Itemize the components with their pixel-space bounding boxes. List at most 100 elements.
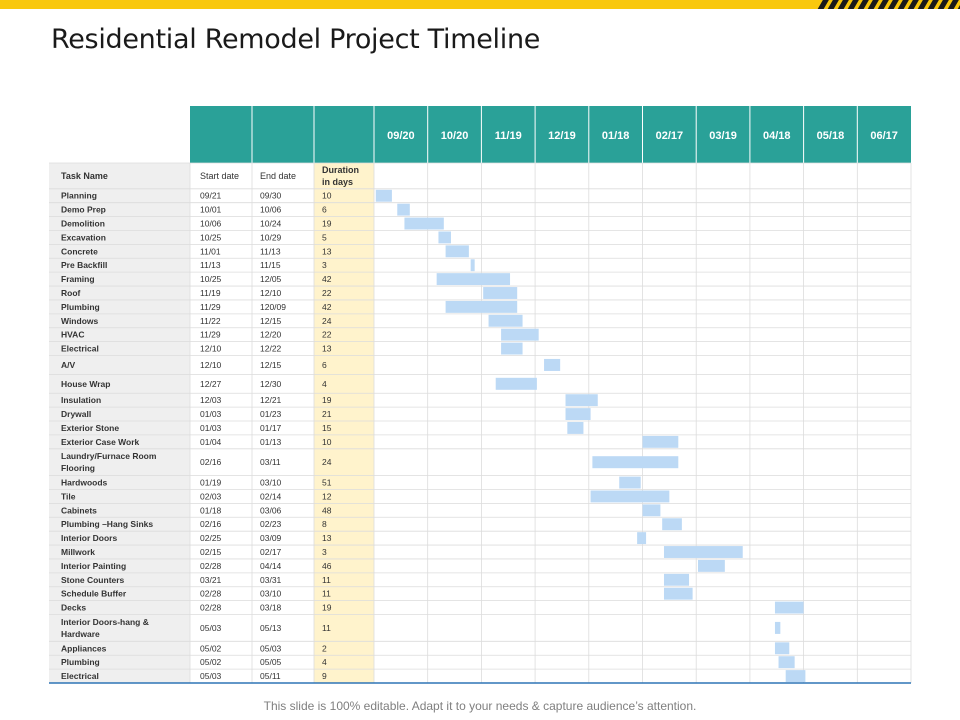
task-start-date: 12/27	[200, 379, 222, 389]
task-start-date: 03/21	[200, 575, 222, 585]
task-duration: 6	[322, 360, 327, 370]
task-start-date: 10/25	[200, 232, 222, 242]
task-duration: 15	[322, 423, 332, 433]
gantt-bar	[445, 300, 518, 313]
task-name: Drywall	[61, 409, 91, 419]
task-name: Roof	[61, 288, 81, 298]
task-start-date: 02/03	[200, 491, 222, 501]
task-end-date: 03/10	[260, 589, 282, 599]
timeline-column-label: 05/18	[817, 130, 845, 142]
task-name: Insulation	[61, 395, 101, 405]
task-start-date: 02/25	[200, 533, 222, 543]
task-end-date: 02/23	[260, 519, 282, 529]
task-duration: 11	[322, 623, 331, 633]
task-duration: 19	[322, 219, 332, 229]
task-name: Demo Prep	[61, 205, 106, 215]
gantt-bar	[663, 573, 690, 586]
task-start-date: 11/19	[200, 288, 221, 298]
gantt-bar	[592, 456, 679, 469]
task-end-date: 03/18	[260, 603, 282, 613]
gantt-bar	[662, 518, 682, 531]
task-name: Excavation	[61, 232, 106, 242]
task-end-date: 12/20	[260, 330, 282, 340]
task-end-date: 09/30	[260, 191, 282, 201]
task-start-date: 11/22	[200, 316, 221, 326]
task-name: House Wrap	[61, 379, 110, 389]
task-duration: 2	[322, 643, 327, 653]
task-end-date: 12/05	[260, 274, 282, 284]
task-name: Exterior Case Work	[61, 437, 140, 447]
footer-note: This slide is 100% editable. Adapt it to…	[263, 699, 697, 713]
task-end-date: 01/13	[260, 437, 282, 447]
gantt-bar	[663, 546, 743, 558]
task-duration: 46	[322, 561, 332, 571]
gantt-bar	[642, 435, 679, 448]
gantt-bar	[488, 314, 523, 327]
gantt-bar	[436, 273, 511, 286]
task-start-date: 10/01	[200, 205, 222, 215]
task-duration: 11	[322, 575, 331, 585]
start-date-header: Start date	[200, 171, 239, 181]
task-end-date: 05/11	[260, 671, 281, 681]
task-end-date: 12/22	[260, 344, 282, 354]
task-start-date: 12/10	[200, 344, 222, 354]
task-start-date: 05/02	[200, 657, 222, 667]
gantt-bar	[774, 642, 790, 655]
task-end-date: 11/15	[260, 260, 281, 270]
task-name: Framing	[61, 274, 95, 284]
top-accent-bar	[0, 0, 820, 9]
task-end-date: 03/31	[260, 575, 282, 585]
task-column-background	[49, 163, 190, 683]
timeline-column-label: 01/18	[602, 130, 630, 142]
task-duration: 8	[322, 519, 327, 529]
task-start-date: 02/28	[200, 603, 222, 613]
task-name: Pre Backfill	[61, 260, 107, 270]
gantt-bar	[642, 504, 661, 517]
page-title: Residential Remodel Project Timeline	[51, 24, 541, 55]
task-end-date: 02/14	[260, 491, 282, 501]
task-start-date: 02/16	[200, 519, 222, 529]
gantt-bar	[567, 422, 584, 434]
task-end-date: 03/09	[260, 533, 282, 543]
task-end-date: 05/13	[260, 623, 282, 633]
task-duration: 13	[322, 344, 332, 354]
task-duration: 21	[322, 409, 332, 419]
task-end-date: 12/10	[260, 288, 282, 298]
gantt-bar	[565, 408, 591, 421]
task-duration: 42	[322, 302, 332, 312]
gantt-bar	[774, 601, 804, 614]
task-end-date: 12/15	[260, 360, 282, 370]
task-end-date: 10/24	[260, 219, 282, 229]
task-start-date: 10/25	[200, 274, 222, 284]
task-end-date: 04/14	[260, 561, 282, 571]
task-start-date: 09/21	[200, 191, 222, 201]
timeline-column-label: 11/19	[495, 130, 522, 142]
task-start-date: 01/03	[200, 409, 222, 419]
task-name: Interior Doors	[61, 533, 117, 543]
task-name: Plumbing	[61, 302, 100, 312]
gantt-bar	[663, 587, 693, 600]
timeline-column-label: 09/20	[387, 130, 415, 142]
gantt-bar	[774, 621, 781, 634]
task-name: Plumbing –Hang Sinks	[61, 519, 153, 529]
task-name: Decks	[61, 603, 86, 613]
task-name: Electrical	[61, 344, 99, 354]
task-start-date: 05/02	[200, 643, 222, 653]
task-name-line: Hardware	[61, 629, 100, 639]
task-duration: 3	[322, 547, 327, 557]
task-duration: 22	[322, 288, 332, 298]
gantt-bar	[619, 476, 641, 489]
header-band	[190, 106, 911, 163]
task-name-line: Laundry/Furnace Room	[61, 451, 157, 461]
timeline-column-label: 06/17	[870, 130, 898, 142]
task-start-date: 11/29	[200, 330, 221, 340]
task-duration: 10	[322, 191, 332, 201]
gantt-bar	[785, 670, 806, 682]
task-name-line: Flooring	[61, 463, 95, 473]
task-end-date: 01/17	[260, 423, 282, 433]
gantt-bar	[637, 532, 647, 545]
gantt-bar	[544, 358, 561, 371]
task-duration: 19	[322, 395, 332, 405]
task-start-date: 11/01	[200, 246, 221, 256]
task-duration: 3	[322, 260, 327, 270]
